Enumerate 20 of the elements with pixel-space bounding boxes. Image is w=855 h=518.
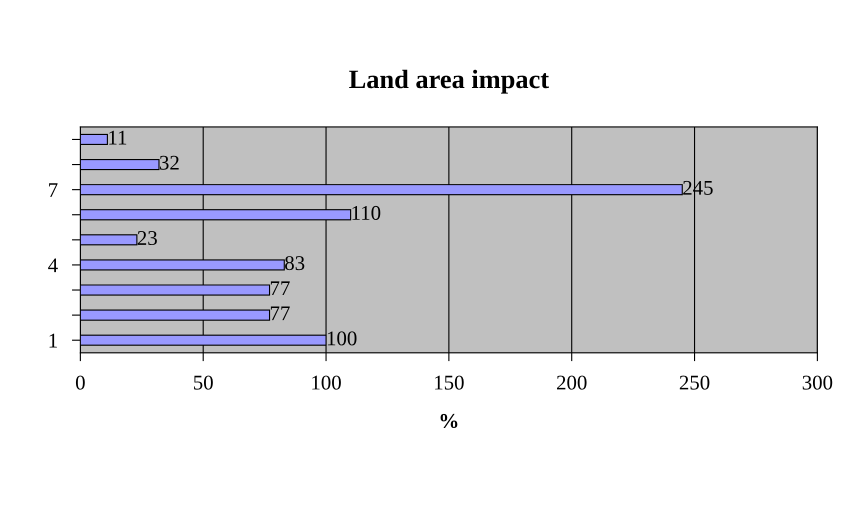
data-label: 110 [352,206,380,220]
x-axis-title: % [440,414,458,428]
x-tick-label: 200 [557,376,587,390]
x-tick-label: 100 [312,376,341,390]
x-tick-label: 150 [435,376,464,390]
x-tick-label: 0 [76,376,85,390]
data-label: 11 [109,130,126,144]
y-tick-label: 1 [50,334,57,348]
data-label: 100 [328,331,356,346]
chart-title: Land area impact [349,70,549,94]
data-label: 77 [270,306,290,320]
data-label: 77 [270,281,290,296]
y-tick-label: 7 [49,183,58,197]
data-label: 83 [285,256,304,270]
x-tick-label: 300 [802,376,832,390]
x-tick-label: 50 [194,376,213,390]
data-label: 32 [160,156,179,170]
y-tick-label: 4 [48,258,58,272]
x-tick-label: 250 [680,376,710,390]
data-label: 23 [138,231,157,246]
